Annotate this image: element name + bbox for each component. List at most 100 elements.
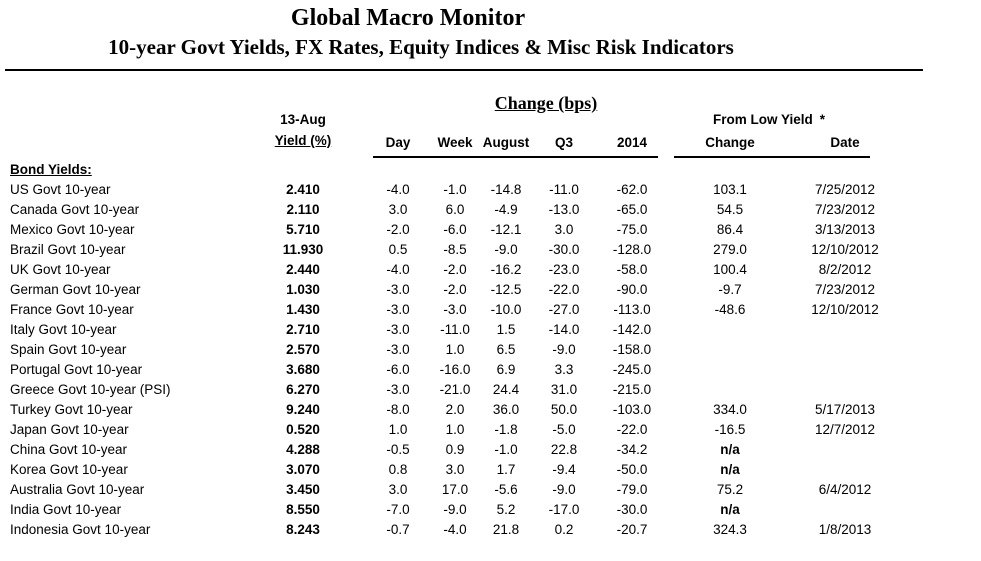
yield-value: 2.410 [286,182,320,197]
column-header-row: Day Week August Q3 2014 Change Date [366,133,898,153]
bond-name: Italy Govt 10-year [10,322,117,337]
bond-name: Indonesia Govt 10-year [10,522,151,537]
section-label: Bond Yields: [10,162,92,177]
yield-value: 11.930 [282,242,324,257]
table-row: Mexico Govt 10-year 5.710 -2.0 -6.0 -12.… [0,220,981,240]
day-change: 1.0 [388,422,408,437]
header-rule [5,69,923,71]
yield-value: 2.710 [286,322,320,337]
table-row: Spain Govt 10-year 2.570 -3.0 1.0 6.5 -9… [0,340,981,360]
ytd-2014-change: -128.0 [612,242,652,257]
week-change: 1.0 [445,342,465,357]
q3-change: -5.0 [552,422,576,437]
week-change: -21.0 [439,382,471,397]
week-change: -2.0 [443,262,467,277]
ytd-2014-change: -58.0 [616,262,648,277]
yield-pct-header: Yield (%) [274,133,332,148]
august-change: -16.2 [490,262,522,277]
bond-name: India Govt 10-year [10,502,122,517]
low-yield-date [792,380,898,400]
from-low-change [668,320,792,340]
week-change: -3.0 [443,302,467,317]
bond-name: Spain Govt 10-year [10,342,127,357]
table-row: Indonesia Govt 10-year 8.243 -0.7 -4.0 2… [0,520,981,540]
august-change: 36.0 [492,402,520,417]
day-change: -4.0 [386,182,410,197]
week-change: -4.0 [443,522,467,537]
col-header-q3: Q3 [554,135,573,150]
q3-change: -9.0 [552,482,576,497]
august-change: 21.8 [492,522,520,537]
bond-name: China Govt 10-year [10,442,128,457]
footnote-asterisk: * [819,112,826,127]
august-change: -5.6 [494,482,518,497]
week-change: 1.0 [445,422,465,437]
week-change: 3.0 [445,462,465,477]
q3-change: -27.0 [548,302,580,317]
report-title: Global Macro Monitor [290,5,526,31]
low-yield-date [792,500,898,520]
bond-name: Australia Govt 10-year [10,482,145,497]
q3-change: -14.0 [548,322,580,337]
q3-change: -23.0 [548,262,580,277]
low-yield-date [792,320,898,340]
ytd-2014-change: -62.0 [616,182,648,197]
low-yield-date: 7/23/2012 [814,282,876,297]
yield-value: 2.570 [286,342,320,357]
week-change: -8.5 [443,242,467,257]
yield-value: 2.440 [286,262,320,277]
low-yield-date [792,440,898,460]
bond-name: UK Govt 10-year [10,262,111,277]
august-change: 1.5 [496,322,516,337]
from-low-yield-header: From Low Yield * [654,112,884,127]
day-change: 0.5 [388,242,408,257]
q3-change: -30.0 [548,242,580,257]
ytd-2014-change: -75.0 [616,222,648,237]
bond-yields-table: Bond Yields: US Govt 10-year 2.410 -4.0 … [0,160,981,540]
low-yield-date: 6/4/2012 [818,482,872,497]
day-change: 0.8 [388,462,408,477]
week-change: -11.0 [440,322,470,337]
from-low-change: 324.3 [713,522,747,537]
ytd-2014-change: -90.0 [616,282,648,297]
ytd-2014-change: -22.0 [616,422,648,437]
bond-name: German Govt 10-year [10,282,141,297]
table-row: France Govt 10-year 1.430 -3.0 -3.0 -10.… [0,300,981,320]
day-change: -3.0 [386,322,410,337]
col-header-week: Week [437,135,473,150]
from-low-change [668,380,792,400]
table-row: German Govt 10-year 1.030 -3.0 -2.0 -12.… [0,280,981,300]
from-low-change [668,340,792,360]
from-low-change: n/a [720,502,740,517]
august-change: 6.9 [496,362,516,377]
ytd-2014-change: -142.0 [612,322,652,337]
august-change: 5.2 [496,502,516,517]
yield-value: 2.110 [286,202,320,217]
from-low-yield-label: From Low Yield [712,112,813,127]
yield-value: 4.288 [286,442,320,457]
week-change: -16.0 [439,362,471,377]
low-yield-date: 1/8/2013 [818,522,872,537]
yield-value: 6.270 [286,382,320,397]
low-yield-date: 7/23/2012 [814,202,876,217]
august-change: -1.8 [494,422,518,437]
q3-change: 31.0 [550,382,578,397]
table-row: Portugal Govt 10-year 3.680 -6.0 -16.0 6… [0,360,981,380]
change-bps-group-header: Change (bps) [494,93,598,113]
yield-value: 3.680 [286,362,320,377]
ytd-2014-change: -79.0 [616,482,648,497]
from-low-change: -48.6 [714,302,746,317]
from-low-columns-rule [674,156,870,158]
yield-date-header: 13-Aug [280,112,326,127]
low-yield-date [792,340,898,360]
table-row: Canada Govt 10-year 2.110 3.0 6.0 -4.9 -… [0,200,981,220]
table-row: India Govt 10-year 8.550 -7.0 -9.0 5.2 -… [0,500,981,520]
bond-name: Canada Govt 10-year [10,202,140,217]
col-header-day: Day [385,135,411,150]
q3-change: 3.0 [554,222,574,237]
q3-change: -13.0 [548,202,580,217]
day-change: -2.0 [386,222,410,237]
from-low-change: n/a [720,442,740,457]
ytd-2014-change: -34.2 [616,442,648,457]
ytd-2014-change: -113.0 [613,302,651,317]
